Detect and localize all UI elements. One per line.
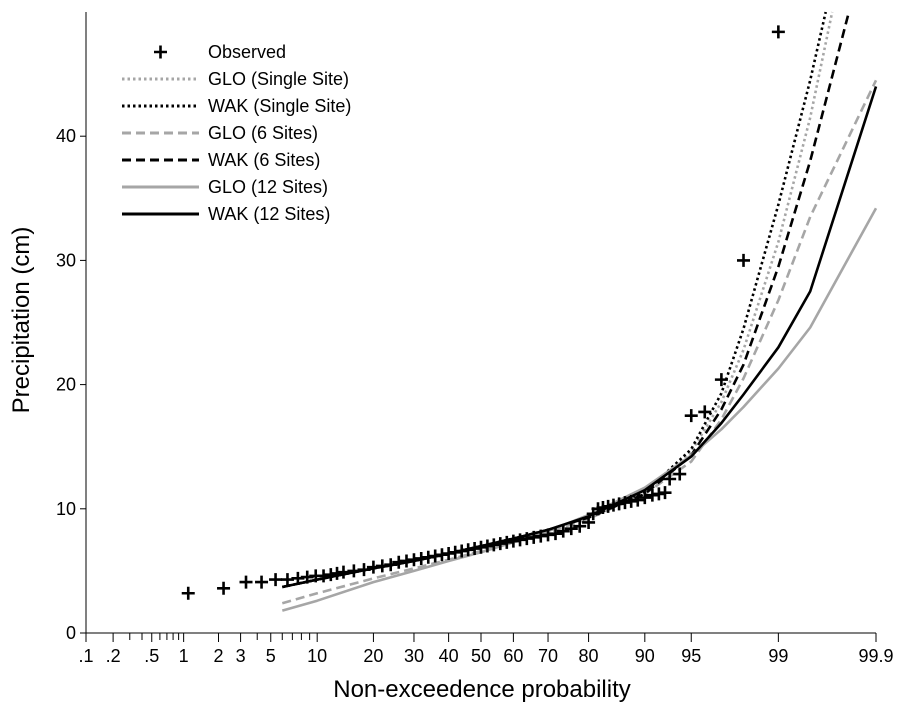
x-tick-label: 40 [439, 646, 459, 666]
y-tick-label: 10 [56, 499, 76, 519]
x-tick-label: 2 [213, 646, 223, 666]
observed-point [564, 522, 578, 536]
series-line-1 [282, 11, 834, 589]
observed-point [181, 586, 195, 600]
legend-label-6: WAK (12 Sites) [208, 204, 330, 224]
x-tick-label: 1 [179, 646, 189, 666]
legend-marker-observed [154, 45, 167, 59]
x-axis-label: Non-exceedence probability [333, 676, 631, 703]
x-tick-label: 5 [266, 646, 276, 666]
observed-point [549, 527, 562, 541]
x-tick-label: 70 [538, 646, 558, 666]
series-line-4 [282, 11, 851, 589]
x-tick-label: 99 [768, 646, 788, 666]
y-tick-label: 30 [56, 250, 76, 270]
observed-point [582, 515, 596, 529]
observed-point [658, 486, 672, 500]
x-tick-label: .2 [106, 646, 121, 666]
observed-point [556, 524, 570, 538]
legend-label-2: WAK (Single Site) [208, 96, 351, 116]
observed-point [638, 491, 652, 505]
observed-point [357, 563, 371, 577]
observed-point [698, 405, 712, 419]
legend-label-3: GLO (6 Sites) [208, 123, 318, 143]
axes: 0 10 20 30 40 .1 .2 .5 1 2 3 5 10 20 30 40 50 60 70 80 90 95 9… [56, 12, 894, 666]
y-tick-label: 0 [66, 623, 76, 643]
y-axis-label: Precipitation (cm) [8, 227, 35, 414]
observed-point [663, 472, 677, 486]
legend-label-0: Observed [208, 42, 286, 62]
observed-markers [181, 25, 785, 600]
x-tick-label: 30 [404, 646, 424, 666]
observed-point [771, 25, 785, 39]
x-tick-label: 20 [363, 646, 383, 666]
observed-point [217, 581, 231, 595]
observed-point [384, 558, 398, 572]
x-tick-label: 10 [307, 646, 327, 666]
observed-point [673, 467, 687, 481]
observed-point [239, 575, 253, 589]
series-line-2 [282, 11, 827, 589]
observed-point [631, 493, 645, 507]
series-line-3 [281, 79, 878, 605]
observed-point [269, 573, 283, 587]
observed-point [684, 409, 698, 423]
x-tick-label: 50 [471, 646, 491, 666]
legend-label-1: GLO (Single Site) [208, 69, 349, 89]
x-tick-label: .5 [144, 646, 159, 666]
x-tick-label: 80 [579, 646, 599, 666]
series-line-6 [282, 86, 878, 589]
legend-label-4: WAK (6 Sites) [208, 150, 320, 170]
observed-point [573, 519, 587, 533]
legend-label-5: GLO (12 Sites) [208, 177, 328, 197]
y-tick-label: 40 [56, 126, 76, 146]
x-tick-label: 3 [236, 646, 246, 666]
legend: Observed GLO (Single Site) WAK (Single Sit… [122, 42, 351, 224]
x-tick-label: .1 [78, 646, 93, 666]
observed-point [714, 373, 728, 387]
observed-point [737, 253, 751, 267]
series-line-5 [281, 207, 878, 612]
x-tick-label: 95 [681, 646, 701, 666]
x-tick-label: 90 [635, 646, 655, 666]
observed-point [255, 575, 269, 589]
y-tick-label: 20 [56, 375, 76, 395]
x-tick-label: 60 [503, 646, 523, 666]
x-tick-label: 99.9 [858, 646, 893, 666]
